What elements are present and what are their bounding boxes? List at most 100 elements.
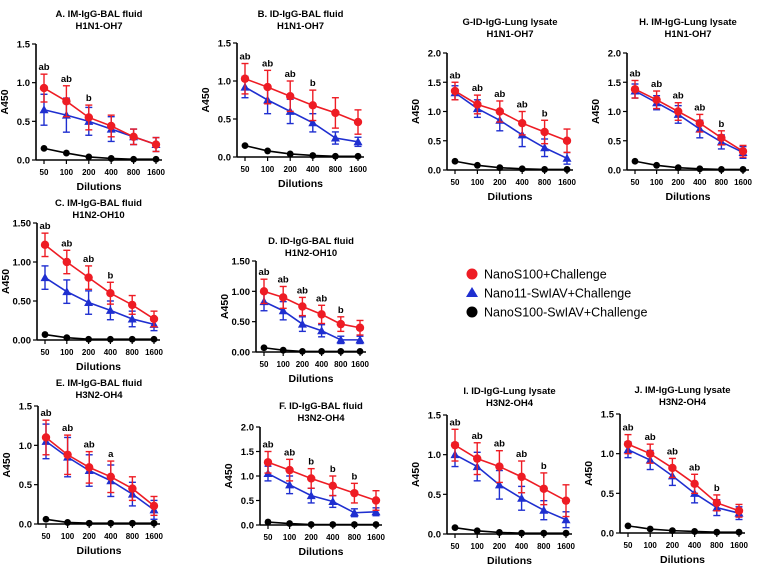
x-tick-label: 800 — [538, 178, 552, 187]
significance-label: ab — [278, 274, 289, 285]
series-line — [244, 77, 359, 123]
series-nano11-swiav-challenge — [39, 93, 161, 153]
y-tick-label: 0.5 — [218, 115, 232, 126]
y-tick-label: 0.50 — [13, 297, 32, 308]
data-point — [473, 454, 482, 463]
data-point — [317, 310, 326, 319]
x-tick-label: 1600 — [145, 532, 163, 541]
y-tick-label: 1.5 — [241, 447, 255, 458]
y-axis-label: A450 — [583, 461, 595, 486]
y-tick-label: 0.0 — [428, 166, 441, 177]
y-tick-label: 1.00 — [232, 287, 251, 298]
significance-label: ab — [40, 408, 51, 419]
data-point — [623, 439, 633, 449]
x-axis-label: Dilutions — [660, 554, 705, 566]
legend-label: Nano11-SwIAV+Challenge — [484, 287, 631, 301]
data-point — [107, 335, 114, 343]
y-tick-label: 2.0 — [428, 49, 441, 60]
significance-label: ab — [39, 221, 50, 232]
data-point — [39, 83, 49, 93]
x-tick-label: 100 — [650, 178, 664, 187]
data-point — [540, 127, 549, 137]
series-line — [45, 518, 154, 525]
data-point — [264, 147, 271, 155]
significance-label: b — [542, 108, 548, 119]
data-point — [539, 505, 549, 514]
significance-label: ab — [645, 432, 656, 443]
data-point — [356, 347, 364, 355]
series-line — [634, 160, 743, 171]
data-point — [451, 524, 459, 532]
data-point — [106, 472, 116, 481]
data-point — [285, 465, 294, 475]
x-tick-label: 200 — [493, 178, 507, 187]
significance-label: ab — [517, 100, 528, 111]
series-line — [267, 472, 377, 514]
significance-label: ab — [84, 440, 95, 451]
x-tick-label: 50 — [624, 541, 633, 550]
x-tick-label: 800 — [715, 178, 729, 187]
significance-label: ab — [472, 431, 483, 442]
y-tick-label: 0.5 — [241, 496, 255, 507]
y-axis-label: A450 — [0, 269, 12, 294]
data-point — [450, 86, 460, 96]
data-point — [330, 133, 340, 142]
significance-label: b — [541, 461, 547, 472]
data-point — [329, 521, 337, 528]
data-point — [372, 521, 380, 528]
data-point — [630, 85, 640, 94]
y-axis-label: A450 — [410, 99, 422, 124]
legend-entry: NanoS100-SwIAV+Challenge — [466, 306, 647, 320]
y-tick-label: 0.0 — [17, 156, 30, 167]
data-point — [669, 527, 676, 535]
x-tick-label: 1600 — [730, 541, 748, 550]
significance-label: ab — [694, 102, 705, 113]
series-line — [454, 90, 568, 142]
y-tick-label: 1.0 — [218, 77, 231, 88]
data-point — [355, 335, 365, 344]
x-tick-label: 400 — [315, 360, 329, 369]
y-tick-label: 2.0 — [241, 423, 254, 434]
series-nanos100-swiav-challenge — [631, 157, 747, 173]
data-point — [40, 240, 50, 250]
data-point — [84, 273, 93, 282]
y-tick-label: 1.50 — [232, 257, 251, 268]
chart-subtitle: H1N1-OH7 — [487, 29, 534, 40]
data-point — [41, 433, 51, 442]
data-point — [518, 119, 527, 128]
data-point — [318, 347, 325, 355]
series-nanos100-challenge — [623, 433, 744, 518]
y-tick-label: 0.0 — [608, 166, 621, 177]
chart-subtitle: H3N2-OH4 — [76, 390, 124, 401]
series-nano11-swiav-challenge — [259, 291, 365, 345]
data-point — [286, 92, 295, 101]
data-point — [562, 153, 572, 162]
significance-label: ab — [285, 69, 296, 80]
data-point — [496, 529, 503, 536]
data-point — [371, 507, 381, 516]
data-point — [285, 480, 295, 489]
data-point — [150, 519, 158, 527]
data-point — [353, 137, 363, 146]
data-point — [712, 498, 721, 508]
data-point — [129, 132, 138, 141]
data-point — [495, 107, 504, 116]
data-point — [631, 157, 639, 165]
data-point — [718, 166, 725, 173]
series-nanos100-swiav-challenge — [451, 157, 571, 173]
data-point — [674, 107, 683, 116]
series-line — [627, 448, 740, 514]
y-tick-label: 0.5 — [608, 136, 622, 147]
y-tick-label: 1.0 — [428, 107, 441, 118]
data-point — [734, 506, 744, 515]
significance-label: b — [714, 483, 720, 494]
y-axis-label: A450 — [1, 452, 13, 477]
significance-label: ab — [494, 439, 505, 450]
data-point — [691, 528, 698, 535]
y-axis-label: A450 — [590, 99, 602, 124]
